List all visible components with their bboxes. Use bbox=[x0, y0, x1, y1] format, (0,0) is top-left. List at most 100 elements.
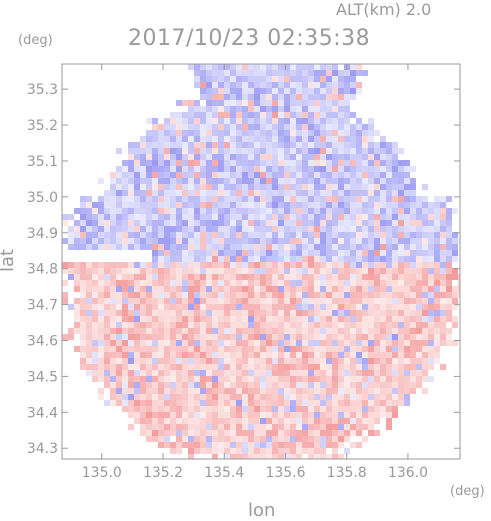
radar-cell bbox=[338, 82, 344, 88]
radar-cell bbox=[164, 154, 170, 160]
radar-cell bbox=[182, 316, 188, 322]
radar-cell bbox=[296, 208, 302, 214]
radar-cell bbox=[194, 412, 200, 418]
radar-cell bbox=[440, 244, 446, 250]
radar-cell bbox=[356, 292, 362, 298]
radar-cell bbox=[422, 334, 428, 340]
radar-cell bbox=[404, 184, 410, 190]
radar-cell bbox=[296, 376, 302, 382]
radar-cell bbox=[266, 244, 272, 250]
radar-cell bbox=[398, 394, 404, 400]
radar-cell bbox=[74, 310, 80, 316]
radar-cell bbox=[290, 262, 296, 268]
radar-cell bbox=[254, 250, 260, 256]
radar-cell bbox=[326, 274, 332, 280]
radar-cell bbox=[416, 214, 422, 220]
radar-cell bbox=[356, 220, 362, 226]
radar-cell bbox=[428, 328, 434, 334]
radar-cell bbox=[98, 322, 104, 328]
radar-cell bbox=[278, 124, 284, 130]
radar-cell bbox=[98, 334, 104, 340]
radar-cell bbox=[134, 382, 140, 388]
radar-cell bbox=[308, 424, 314, 430]
radar-cell bbox=[332, 388, 338, 394]
radar-cell bbox=[320, 178, 326, 184]
radar-cell bbox=[194, 142, 200, 148]
radar-cell bbox=[302, 418, 308, 424]
radar-cell bbox=[332, 412, 338, 418]
radar-cell bbox=[146, 130, 152, 136]
radar-cell bbox=[422, 232, 428, 238]
radar-cell bbox=[398, 400, 404, 406]
radar-cell bbox=[332, 346, 338, 352]
radar-cell bbox=[356, 442, 362, 448]
radar-cell bbox=[350, 376, 356, 382]
radar-cell bbox=[152, 256, 158, 262]
radar-cell bbox=[122, 268, 128, 274]
radar-cell bbox=[224, 250, 230, 256]
radar-cell bbox=[266, 394, 272, 400]
radar-cell bbox=[242, 382, 248, 388]
radar-cell bbox=[212, 154, 218, 160]
radar-cell bbox=[362, 190, 368, 196]
radar-cell bbox=[284, 262, 290, 268]
radar-cell bbox=[410, 280, 416, 286]
radar-cell bbox=[152, 352, 158, 358]
radar-cell bbox=[452, 208, 458, 214]
radar-cell bbox=[278, 208, 284, 214]
radar-cell bbox=[236, 196, 242, 202]
radar-cell bbox=[170, 220, 176, 226]
radar-cell bbox=[206, 232, 212, 238]
radar-cell bbox=[278, 454, 284, 459]
radar-cell bbox=[404, 298, 410, 304]
radar-cell bbox=[230, 238, 236, 244]
radar-cell bbox=[140, 310, 146, 316]
radar-cell bbox=[356, 82, 362, 88]
radar-cell bbox=[158, 430, 164, 436]
radar-cell bbox=[278, 364, 284, 370]
radar-cell bbox=[428, 334, 434, 340]
radar-cell bbox=[272, 118, 278, 124]
radar-cell bbox=[182, 382, 188, 388]
radar-cell bbox=[368, 328, 374, 334]
radar-cell bbox=[230, 448, 236, 454]
radar-cell bbox=[188, 184, 194, 190]
radar-cell bbox=[164, 280, 170, 286]
radar-cell bbox=[308, 148, 314, 154]
radar-cell bbox=[260, 148, 266, 154]
radar-cell bbox=[254, 160, 260, 166]
radar-cell bbox=[380, 304, 386, 310]
radar-cell bbox=[194, 376, 200, 382]
radar-cell bbox=[266, 454, 272, 459]
radar-cell bbox=[374, 280, 380, 286]
radar-cell bbox=[134, 376, 140, 382]
radar-cell bbox=[296, 82, 302, 88]
radar-cell bbox=[320, 118, 326, 124]
radar-cell bbox=[440, 340, 446, 346]
radar-cell bbox=[248, 442, 254, 448]
radar-cell bbox=[320, 436, 326, 442]
radar-cell bbox=[290, 364, 296, 370]
radar-cell bbox=[296, 298, 302, 304]
radar-cell bbox=[314, 346, 320, 352]
radar-cell bbox=[194, 160, 200, 166]
radar-cell bbox=[332, 124, 338, 130]
radar-cell bbox=[290, 280, 296, 286]
radar-cell bbox=[122, 328, 128, 334]
radar-cell bbox=[416, 316, 422, 322]
radar-cell bbox=[80, 352, 86, 358]
radar-cell bbox=[314, 250, 320, 256]
radar-cell bbox=[146, 280, 152, 286]
radar-cell bbox=[176, 160, 182, 166]
radar-cell bbox=[122, 202, 128, 208]
radar-cell bbox=[386, 184, 392, 190]
radar-cell bbox=[140, 316, 146, 322]
radar-cell bbox=[392, 226, 398, 232]
radar-cell bbox=[254, 316, 260, 322]
radar-cell bbox=[296, 256, 302, 262]
radar-cell bbox=[104, 244, 110, 250]
radar-cell bbox=[374, 346, 380, 352]
radar-cell bbox=[110, 190, 116, 196]
radar-cell bbox=[182, 220, 188, 226]
radar-cell bbox=[296, 406, 302, 412]
